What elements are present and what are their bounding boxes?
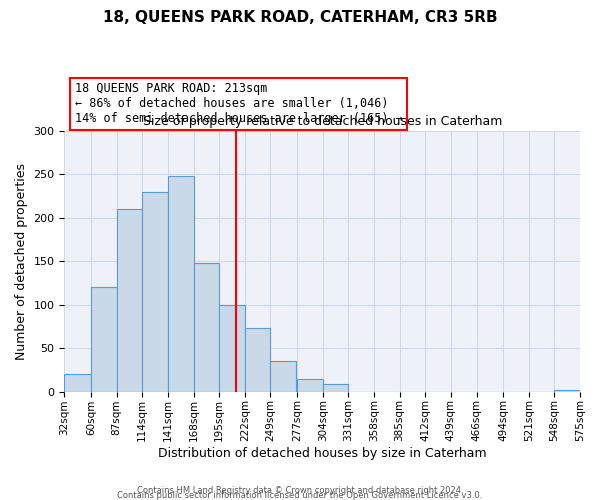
Y-axis label: Number of detached properties: Number of detached properties xyxy=(15,162,28,360)
Text: Contains public sector information licensed under the Open Government Licence v3: Contains public sector information licen… xyxy=(118,491,482,500)
Text: Contains HM Land Registry data © Crown copyright and database right 2024.: Contains HM Land Registry data © Crown c… xyxy=(137,486,463,495)
Bar xyxy=(245,328,271,392)
X-axis label: Distribution of detached houses by size in Caterham: Distribution of detached houses by size … xyxy=(158,447,487,460)
Title: Size of property relative to detached houses in Caterham: Size of property relative to detached ho… xyxy=(143,115,502,128)
Text: 18 QUEENS PARK ROAD: 213sqm
← 86% of detached houses are smaller (1,046)
14% of : 18 QUEENS PARK ROAD: 213sqm ← 86% of det… xyxy=(75,82,403,126)
Bar xyxy=(91,288,116,392)
Bar xyxy=(168,176,194,392)
Bar xyxy=(142,192,168,392)
Bar xyxy=(297,378,323,392)
Text: 18, QUEENS PARK ROAD, CATERHAM, CR3 5RB: 18, QUEENS PARK ROAD, CATERHAM, CR3 5RB xyxy=(103,10,497,25)
Bar xyxy=(323,384,349,392)
Bar xyxy=(219,304,245,392)
Bar xyxy=(271,361,296,392)
Bar xyxy=(64,374,91,392)
Bar xyxy=(554,390,580,392)
Bar xyxy=(116,209,142,392)
Bar xyxy=(194,263,219,392)
